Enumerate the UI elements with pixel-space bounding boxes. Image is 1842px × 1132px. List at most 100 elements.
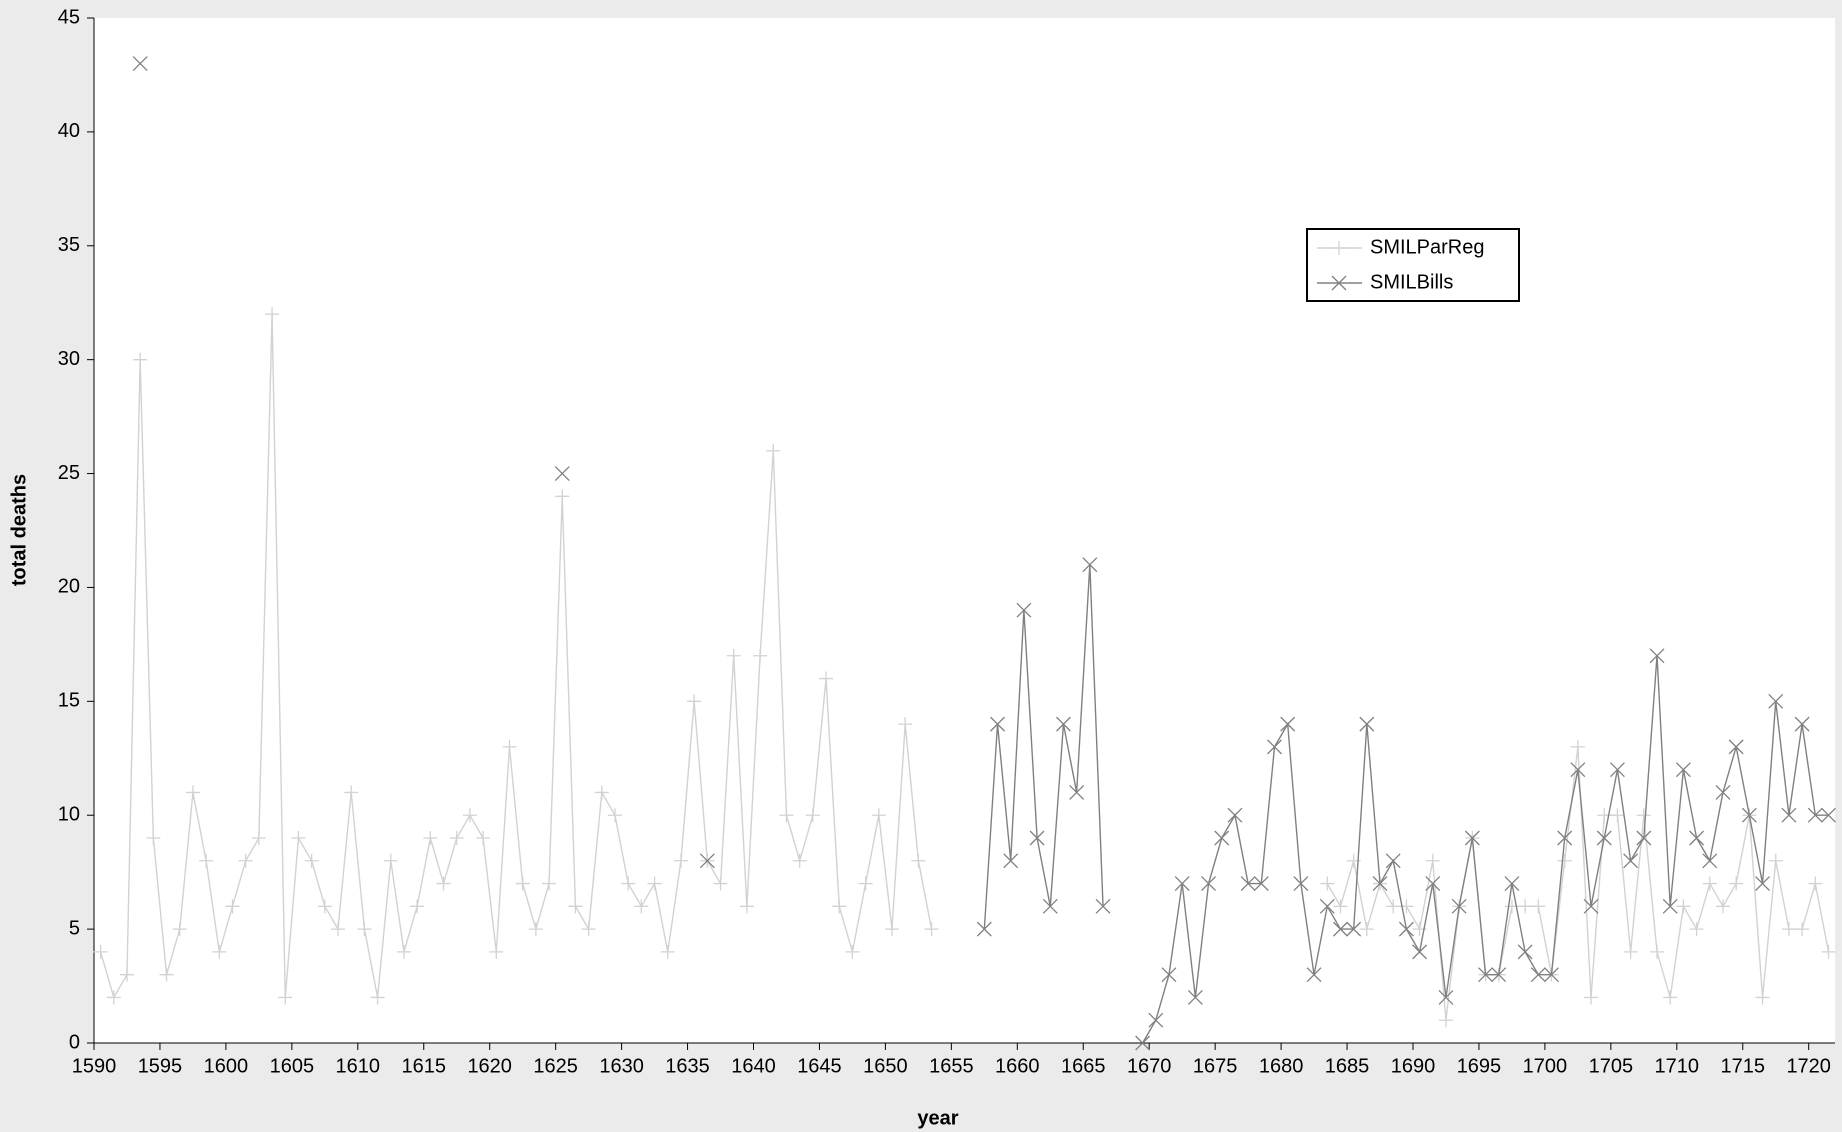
x-tick-label: 1680 xyxy=(1259,1055,1304,1077)
marker xyxy=(554,466,570,482)
x-tick-label: 1620 xyxy=(467,1055,512,1077)
marker xyxy=(278,990,293,1005)
marker xyxy=(291,831,306,845)
marker xyxy=(1359,716,1375,732)
x-tick-label: 1635 xyxy=(665,1055,710,1077)
y-tick-label: 25 xyxy=(58,462,80,484)
marker xyxy=(1227,807,1243,823)
marker xyxy=(1398,921,1414,937)
x-tick-label: 1615 xyxy=(402,1055,447,1077)
x-tick-label: 1695 xyxy=(1457,1055,1502,1077)
marker xyxy=(1596,830,1612,846)
marker xyxy=(1016,602,1032,618)
marker xyxy=(1768,693,1784,709)
x-tick-label: 1720 xyxy=(1786,1055,1831,1077)
marker xyxy=(93,944,108,959)
marker xyxy=(739,899,754,914)
marker xyxy=(423,831,438,845)
x-tick-label: 1595 xyxy=(138,1055,183,1077)
marker xyxy=(924,922,939,937)
x-tick-label: 1700 xyxy=(1523,1055,1568,1077)
marker xyxy=(976,921,992,937)
marker xyxy=(1649,648,1665,664)
marker xyxy=(647,876,662,891)
marker xyxy=(1781,922,1796,937)
x-tick-label: 1655 xyxy=(929,1055,974,1077)
marker xyxy=(1425,876,1441,892)
marker xyxy=(832,899,847,914)
x-tick-label: 1665 xyxy=(1061,1055,1106,1077)
marker xyxy=(660,944,675,959)
marker xyxy=(502,739,517,754)
x-tick-label: 1685 xyxy=(1325,1055,1370,1077)
x-tick-label: 1690 xyxy=(1391,1055,1436,1077)
marker xyxy=(489,944,504,959)
marker xyxy=(1675,762,1691,778)
marker xyxy=(317,899,332,914)
marker xyxy=(1161,967,1177,983)
marker xyxy=(133,352,148,367)
marker xyxy=(238,853,253,868)
marker xyxy=(1689,830,1705,846)
marker xyxy=(1425,853,1440,868)
x-tick-label: 1710 xyxy=(1655,1055,1700,1077)
x-tick-label: 1600 xyxy=(204,1055,249,1077)
marker xyxy=(146,831,161,845)
marker xyxy=(1082,557,1098,573)
y-axis-label: total deaths xyxy=(8,474,30,586)
marker xyxy=(699,853,715,869)
marker xyxy=(1821,807,1836,823)
marker xyxy=(1570,739,1585,754)
marker xyxy=(1148,1012,1164,1028)
marker xyxy=(159,967,174,982)
marker xyxy=(687,694,702,709)
marker xyxy=(1702,876,1717,891)
marker xyxy=(555,489,570,504)
marker xyxy=(1478,967,1494,983)
marker xyxy=(845,944,860,959)
marker xyxy=(1056,716,1071,732)
x-tick-label: 1605 xyxy=(270,1055,315,1077)
marker xyxy=(1187,989,1203,1005)
marker xyxy=(1794,716,1810,732)
x-tick-label: 1705 xyxy=(1589,1055,1634,1077)
x-tick-label: 1660 xyxy=(995,1055,1040,1077)
marker xyxy=(779,808,794,823)
x-tick-label: 1610 xyxy=(336,1055,381,1077)
marker xyxy=(1306,967,1322,983)
x-tick-label: 1675 xyxy=(1193,1055,1238,1077)
y-tick-label: 45 xyxy=(58,6,80,28)
x-tick-label: 1590 xyxy=(72,1055,117,1077)
marker xyxy=(819,671,834,686)
plot-area xyxy=(94,18,1835,1043)
marker xyxy=(357,922,372,937)
marker xyxy=(1029,830,1045,846)
y-tick-label: 10 xyxy=(58,804,80,826)
marker xyxy=(1609,762,1625,778)
x-axis-label: year xyxy=(917,1107,958,1129)
marker xyxy=(344,785,359,800)
marker xyxy=(766,443,781,458)
marker xyxy=(1280,716,1296,732)
marker xyxy=(1346,921,1362,937)
marker xyxy=(792,853,807,868)
marker xyxy=(1557,830,1573,846)
marker xyxy=(132,56,148,72)
marker xyxy=(106,990,121,1005)
legend: SMILParReg SMILBills xyxy=(1306,228,1520,302)
legend-box xyxy=(1306,228,1520,302)
marker xyxy=(1768,853,1783,868)
x-tick-label: 1625 xyxy=(533,1055,578,1077)
marker xyxy=(805,808,820,823)
marker xyxy=(1728,739,1744,755)
marker xyxy=(1689,922,1704,937)
marker xyxy=(1781,807,1797,823)
marker xyxy=(410,899,425,914)
marker xyxy=(383,853,398,868)
legend-label: SMILParReg xyxy=(1370,236,1485,258)
marker xyxy=(1332,241,1346,255)
marker xyxy=(199,853,214,868)
marker xyxy=(1003,853,1019,869)
